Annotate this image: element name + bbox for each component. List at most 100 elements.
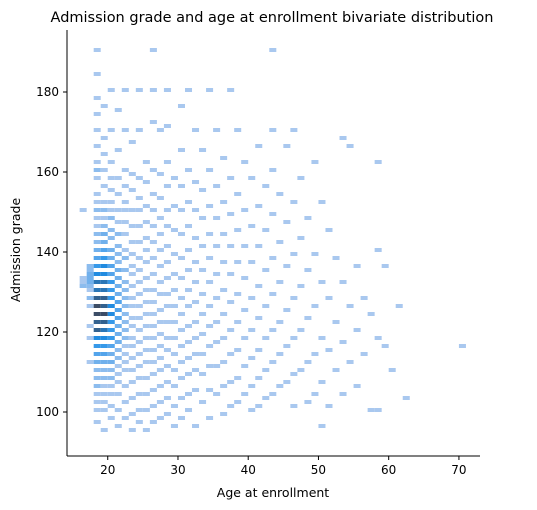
heatmap-cell	[107, 368, 115, 372]
heatmap-cell	[93, 232, 101, 236]
heatmap-cell	[297, 176, 305, 180]
heatmap-cell	[107, 352, 115, 356]
heatmap-cell	[374, 336, 382, 340]
heatmap-cell	[304, 316, 312, 320]
heatmap-cell	[360, 352, 368, 356]
heatmap-cell	[248, 384, 256, 388]
heatmap-cell	[121, 168, 129, 172]
heatmap-cell	[135, 88, 143, 92]
heatmap-cell	[311, 304, 319, 308]
heatmap-cell	[192, 336, 200, 340]
heatmap-cell	[107, 228, 115, 232]
heatmap-cell	[199, 148, 207, 152]
heatmap-cell	[93, 360, 101, 364]
heatmap-cell	[170, 252, 178, 256]
heatmap-cell	[149, 300, 157, 304]
heatmap-cell	[262, 228, 270, 232]
heatmap-cell	[114, 220, 122, 224]
heatmap-cell	[262, 336, 270, 340]
x-tick-label: 30	[170, 463, 185, 477]
heatmap-cell	[93, 320, 101, 324]
heatmap-cell	[156, 292, 164, 296]
heatmap-cell	[290, 372, 298, 376]
heatmap-cell	[149, 324, 157, 328]
heatmap-cell	[100, 428, 108, 432]
heatmap-cell	[367, 408, 375, 412]
heatmap-cell	[114, 348, 122, 352]
heatmap-cell	[241, 336, 249, 340]
heatmap-cell	[234, 260, 242, 264]
heatmap-cell	[149, 288, 157, 292]
heatmap-cell	[93, 192, 101, 196]
heatmap-cell	[220, 200, 228, 204]
heatmap-cell	[255, 284, 263, 288]
heatmap-cell	[93, 216, 101, 220]
heatmap-cell	[93, 112, 101, 116]
heatmap-cell	[149, 120, 157, 124]
heatmap-cell	[241, 392, 249, 396]
heatmap-cell	[255, 316, 263, 320]
heatmap-cell	[128, 344, 136, 348]
heatmap-cell	[156, 216, 164, 220]
heatmap-cell	[135, 256, 143, 260]
heatmap-cell	[374, 248, 382, 252]
heatmap-cell	[128, 356, 136, 360]
heatmap-cell	[86, 284, 94, 288]
heatmap-cell	[339, 392, 347, 396]
heatmap-cell	[283, 380, 291, 384]
heatmap-cell	[227, 328, 235, 332]
heatmap-cell	[332, 320, 340, 324]
heatmap-cell	[100, 264, 108, 268]
heatmap-cell	[227, 352, 235, 356]
heatmap-cell	[149, 388, 157, 392]
heatmap-cell	[325, 348, 333, 352]
heatmap-cell	[79, 276, 87, 280]
heatmap-cell	[135, 420, 143, 424]
heatmap-cell	[283, 344, 291, 348]
heatmap-cell	[227, 244, 235, 248]
heatmap-cell	[220, 288, 228, 292]
heatmap-cell	[86, 288, 94, 292]
heatmap-cell	[234, 348, 242, 352]
heatmap-cell	[346, 304, 354, 308]
heatmap-cell	[199, 244, 207, 248]
heatmap-cell	[234, 228, 242, 232]
heatmap-cell	[114, 308, 122, 312]
heatmap-cell	[185, 408, 193, 412]
y-tick-label: 160	[36, 165, 59, 179]
heatmap-cell	[367, 312, 375, 316]
heatmap-cell	[149, 256, 157, 260]
heatmap-cell	[93, 368, 101, 372]
heatmap-cell	[142, 360, 150, 364]
heatmap-cell	[135, 240, 143, 244]
heatmap-cell	[114, 364, 122, 368]
heatmap-cell	[107, 200, 115, 204]
heatmap-cell	[135, 340, 143, 344]
heatmap-cell	[135, 208, 143, 212]
heatmap-cell	[227, 380, 235, 384]
heatmap-cell	[114, 260, 122, 264]
x-tick-label: 60	[381, 463, 396, 477]
heatmap-cell	[170, 352, 178, 356]
heatmap-cell	[192, 424, 200, 428]
heatmap-cell	[163, 224, 171, 228]
heatmap-cell	[262, 184, 270, 188]
heatmap-cell	[142, 408, 150, 412]
heatmap-cell	[121, 88, 129, 92]
heatmap-cell	[107, 320, 115, 324]
heatmap-cell	[276, 320, 284, 324]
heatmap-cell	[114, 324, 122, 328]
heatmap-cell	[128, 296, 136, 300]
heatmap-cell	[255, 376, 263, 380]
heatmap-cell	[156, 384, 164, 388]
heatmap-cell	[192, 180, 200, 184]
heatmap-cell	[93, 128, 101, 132]
heatmap-cell	[121, 344, 129, 348]
heatmap-cell	[86, 304, 94, 308]
heatmap-cell	[100, 376, 108, 380]
heatmap-cell	[128, 240, 136, 244]
heatmap-cell	[100, 184, 108, 188]
heatmap-cell	[93, 304, 101, 308]
heatmap-cell	[100, 240, 108, 244]
heatmap-cell	[114, 208, 122, 212]
